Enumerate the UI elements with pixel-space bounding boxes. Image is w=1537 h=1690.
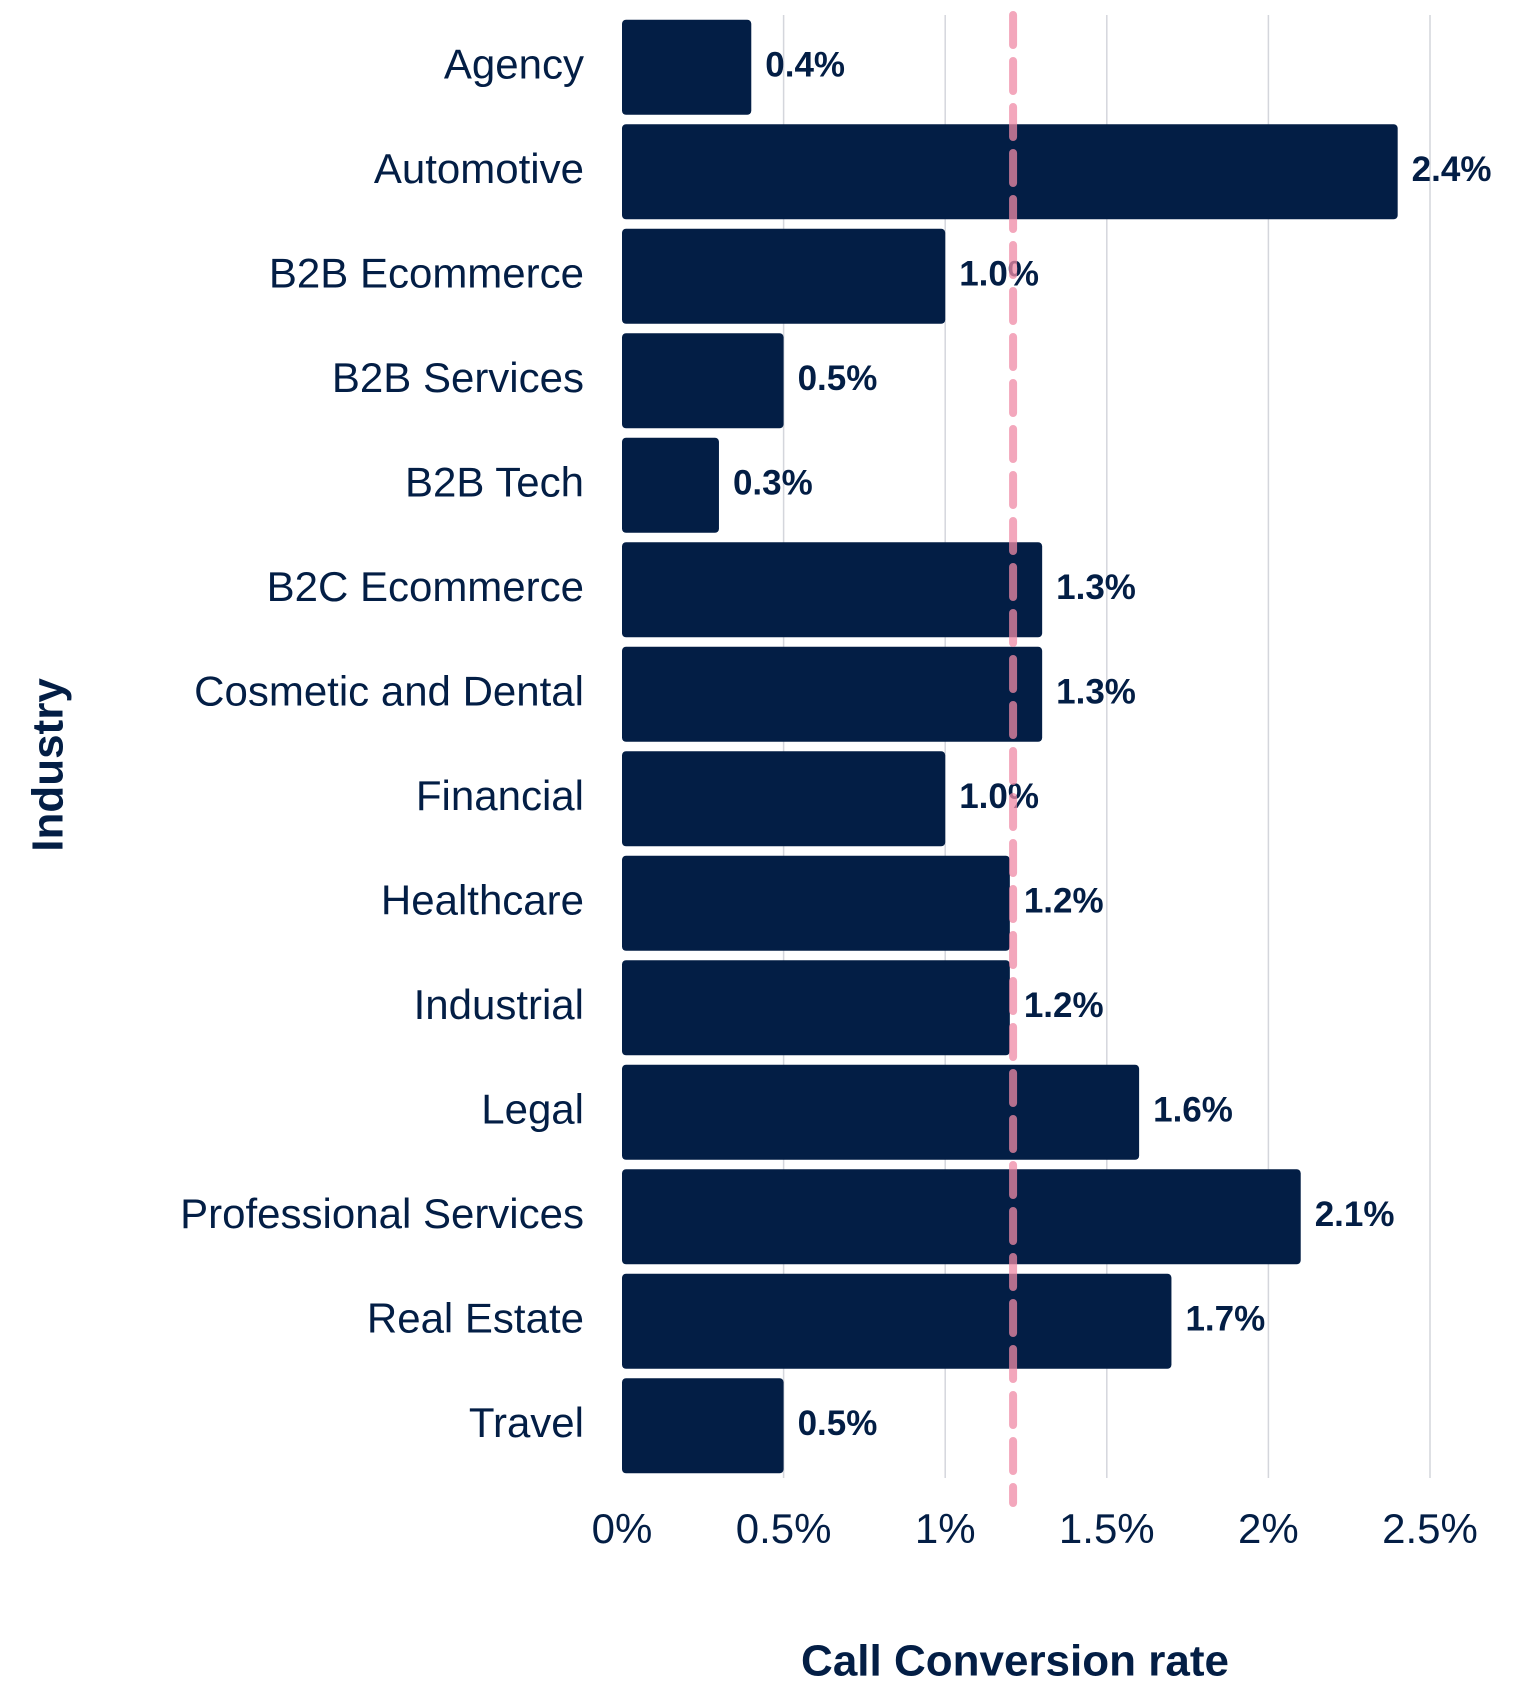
bar bbox=[622, 1064, 1140, 1160]
y-tick-label: Professional Services bbox=[180, 1190, 584, 1237]
y-axis-title: Industry bbox=[24, 678, 73, 852]
bar bbox=[622, 960, 1010, 1056]
y-tick-label: B2B Ecommerce bbox=[269, 249, 584, 296]
bar bbox=[622, 646, 1043, 742]
data-label: 1.6% bbox=[1153, 1091, 1233, 1130]
x-tick-label: 1% bbox=[915, 1505, 976, 1552]
y-tick-label: Healthcare bbox=[381, 876, 584, 923]
y-tick-label: Financial bbox=[416, 772, 584, 819]
y-tick-label: Agency bbox=[444, 40, 584, 87]
x-tick-label: 2.5% bbox=[1382, 1505, 1478, 1552]
data-label: 0.4% bbox=[765, 46, 845, 85]
x-tick-label: 1.5% bbox=[1059, 1505, 1155, 1552]
y-tick-label: Automotive bbox=[374, 145, 584, 192]
y-tick-label: Real Estate bbox=[367, 1294, 584, 1341]
x-tick-label: 2% bbox=[1238, 1505, 1299, 1552]
data-label: 1.7% bbox=[1185, 1300, 1265, 1339]
bar bbox=[622, 1273, 1172, 1369]
bar bbox=[622, 1378, 784, 1474]
x-axis-title: Call Conversion rate bbox=[801, 1637, 1229, 1686]
y-tick-label: B2C Ecommerce bbox=[267, 563, 584, 610]
y-tick-label: B2B Services bbox=[332, 354, 584, 401]
y-tick-label: Cosmetic and Dental bbox=[194, 667, 584, 714]
data-label: 0.3% bbox=[733, 464, 813, 503]
data-label: 1.3% bbox=[1056, 568, 1136, 607]
data-label: 2.1% bbox=[1315, 1195, 1395, 1234]
data-label: 1.0% bbox=[959, 777, 1039, 816]
bar bbox=[622, 855, 1010, 951]
bar bbox=[622, 751, 946, 847]
data-label: 0.5% bbox=[798, 359, 878, 398]
bar bbox=[622, 228, 946, 324]
bar bbox=[622, 542, 1043, 638]
y-tick-label: B2B Tech bbox=[405, 458, 584, 505]
bar bbox=[622, 437, 719, 533]
data-label: 1.2% bbox=[1024, 986, 1104, 1025]
x-tick-label: 0.5% bbox=[736, 1505, 832, 1552]
data-label: 2.4% bbox=[1412, 150, 1492, 189]
y-tick-label: Legal bbox=[481, 1085, 584, 1132]
data-label: 1.3% bbox=[1056, 673, 1136, 712]
x-tick-label: 0% bbox=[592, 1505, 653, 1552]
data-label: 1.0% bbox=[959, 255, 1039, 294]
data-label: 0.5% bbox=[798, 1404, 878, 1443]
y-tick-label: Travel bbox=[469, 1399, 584, 1446]
bar bbox=[622, 19, 752, 115]
bar bbox=[622, 1169, 1301, 1265]
bar bbox=[622, 333, 784, 429]
data-label: 1.2% bbox=[1024, 882, 1104, 921]
y-tick-label: Industrial bbox=[414, 981, 584, 1028]
